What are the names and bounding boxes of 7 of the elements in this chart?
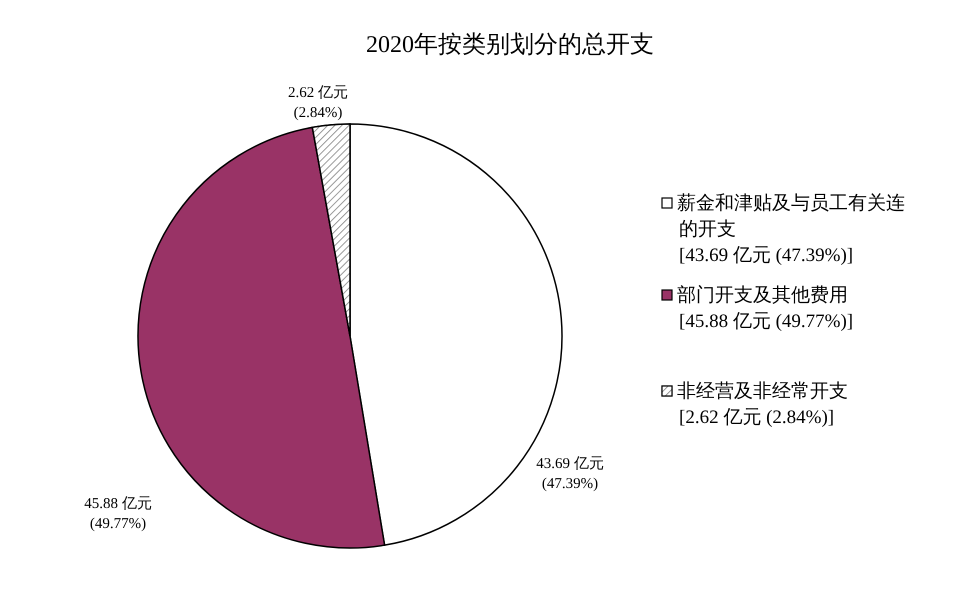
data-label: 2.62 亿元 (2.84%) xyxy=(288,85,348,121)
legend-label: 非经营及非经常开支 [2.62 亿元 (2.84%)] xyxy=(677,381,848,428)
data-label: 45.88 亿元 (49.77%) xyxy=(84,496,152,532)
legend-label: 部门开支及其他费用 [45.88 亿元 (49.77%)] xyxy=(677,284,854,332)
data-label: 43.69 亿元 (47.39%) xyxy=(536,456,604,492)
legend-label: 薪金和津贴及与员工有关连的开支 [43.69 亿元 (47.39%)] xyxy=(677,193,905,266)
chart-title: 2020年按类别划分的总开支 xyxy=(366,32,654,58)
